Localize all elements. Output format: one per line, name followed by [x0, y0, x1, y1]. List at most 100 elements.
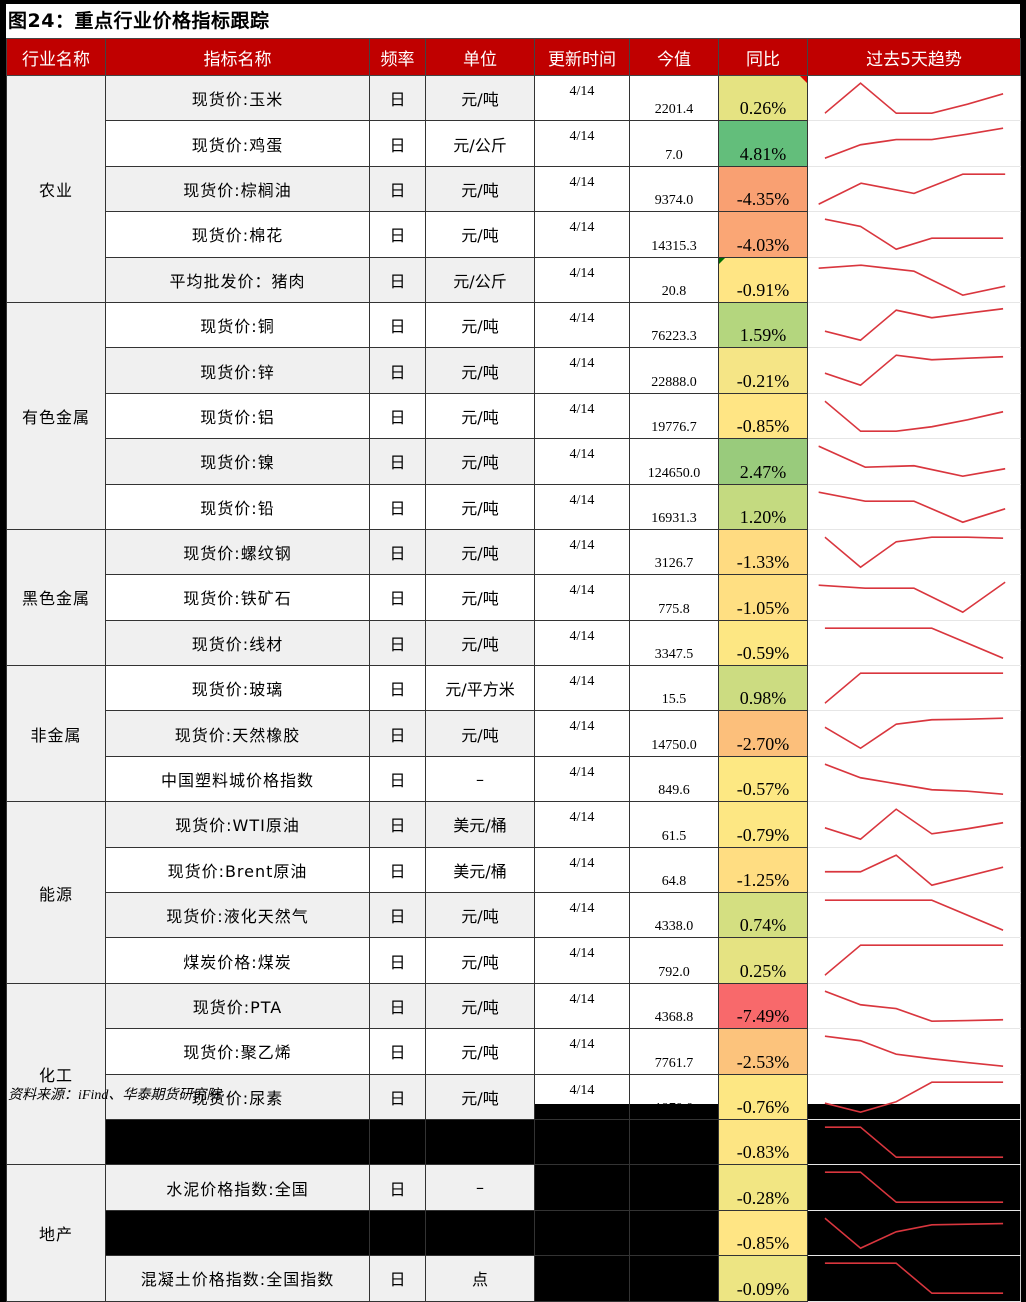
update-time-cell: 4/14 — [534, 1073, 630, 1120]
frequency-cell: 日 — [369, 392, 426, 440]
sparkline-chart — [824, 990, 1004, 1022]
yoy-value: -1.33% — [736, 552, 790, 573]
frequency-cell: 日 — [369, 438, 426, 485]
yoy-cell: -0.57% — [718, 755, 808, 803]
frequency-cell: 日 — [369, 74, 426, 122]
sparkline-cell — [807, 120, 1021, 167]
indicator-name-cell: 现货价:镍 — [105, 438, 370, 485]
frequency-cell: 日 — [369, 755, 426, 803]
update-time-cell: 4/14 — [534, 846, 630, 894]
table-row: 现货价:Brent原油日美元/桶 4/14 64.8 -1.25% — [7, 846, 1021, 894]
frequency-cell: 日 — [369, 1118, 426, 1166]
sparkline-chart — [824, 127, 1004, 160]
indicator-name-cell: 现货价:螺纹钢 — [105, 528, 370, 576]
unit-cell: 元/吨 — [425, 574, 535, 621]
yoy-value: 2.47% — [739, 461, 787, 482]
unit-cell: 元/公斤 — [425, 120, 535, 167]
update-time-cell: 4/14 — [534, 528, 630, 576]
unit-cell: 元/吨 — [425, 301, 535, 349]
table-row: 能源 现货价:WTI原油日美元/桶 4/14 61.5 -0.79% — [6, 801, 1021, 984]
update-time-cell: 4/14 — [534, 574, 630, 621]
frequency-cell: 日 — [369, 574, 426, 621]
update-time-cell: 4/14 — [534, 211, 630, 258]
update-time-cell: 4/14 — [534, 801, 630, 848]
indicator-name-cell: 建材综合指数 — [105, 1209, 370, 1257]
unit-cell: – — [425, 1164, 535, 1211]
table-row: 现货价:锌日元/吨 4/14 22888.0 -0.21% — [7, 347, 1021, 394]
unit-cell: 元/吨 — [425, 165, 535, 213]
sparkline-chart — [824, 808, 1004, 841]
sparkline-cell — [807, 165, 1021, 213]
update-time-cell: 4/14 — [534, 347, 630, 394]
industry-cell: 农业 — [6, 75, 106, 303]
yoy-value: -1.25% — [736, 870, 790, 891]
yoy-cell: -0.79% — [718, 801, 808, 848]
table-body: 农业 现货价:玉米日元/吨 4/14 2201.4 0.26% 现货价:鸡蛋日元/公斤 4/… — [6, 74, 1021, 1302]
frequency-cell: 日 — [369, 1209, 426, 1257]
indicator-name-cell: 现货价:锌 — [105, 347, 370, 394]
current-value-cell: 76223.3 — [629, 301, 719, 349]
sparkline-cell — [807, 528, 1021, 576]
sparkline-chart — [824, 1035, 1004, 1068]
table-row: 现货价:聚乙烯日元/吨 4/14 7761.7 -2.53% — [7, 1028, 1021, 1075]
yoy-cell: 1.59% — [718, 301, 808, 349]
table-row: 农业 现货价:玉米日元/吨 4/14 2201.4 0.26% — [6, 74, 1021, 303]
sparkline-chart — [824, 1262, 1004, 1295]
frequency-cell: 日 — [369, 710, 426, 757]
unit-cell: 元/吨 — [425, 1028, 535, 1075]
sparkline-chart — [824, 853, 1004, 886]
current-value-cell: 124650.0 — [629, 438, 719, 485]
indicator-name-cell: 现货价:棉花 — [105, 211, 370, 258]
update-time-cell: 4/14 — [534, 1164, 630, 1211]
update-time-cell: 4/14 — [534, 1028, 630, 1075]
frequency-cell: 日 — [369, 937, 426, 984]
table-row: 现货价:铝日元/吨 4/14 19776.7 -0.85% — [7, 392, 1021, 440]
sparkline-cell — [807, 211, 1021, 258]
update-time-cell: 4/14 — [534, 392, 630, 440]
sparkline-cell — [807, 1028, 1021, 1075]
indicator-name-cell: 混凝土价格指数:全国指数 — [105, 1255, 370, 1302]
sparkline-cell — [807, 347, 1021, 394]
yoy-value: 4.81% — [739, 143, 787, 164]
current-value-cell: 9374.0 — [629, 165, 719, 213]
sparkline-cell — [807, 1118, 1021, 1166]
sparkline-chart — [818, 490, 1006, 523]
indicator-name-cell: 水泥价格指数:全国 — [105, 1164, 370, 1211]
yoy-cell: -0.09% — [718, 1255, 808, 1302]
sparkline-chart — [818, 263, 1006, 296]
table-row: 煤炭价格:煤炭日元/吨 4/14 792.0 0.25% — [7, 937, 1021, 984]
indicator-name-cell: 现货价:线材 — [105, 619, 370, 667]
unit-cell: 元/吨 — [425, 347, 535, 394]
sparkline-chart — [824, 672, 1004, 704]
unit-cell: 点 — [425, 1209, 535, 1257]
unit-cell: 元/吨 — [425, 710, 535, 757]
yoy-cell: -0.85% — [718, 1209, 808, 1257]
table-row: 黑色金属 现货价:螺纹钢日元/吨 4/14 3126.7 -1.33% — [6, 528, 1021, 667]
unit-cell: 元/公斤 — [425, 256, 535, 303]
unit-cell: 元/吨 — [425, 1073, 535, 1120]
yoy-value: -4.35% — [736, 189, 790, 210]
industry-cell: 黑色金属 — [6, 528, 106, 667]
price-indicator-table: 行业名称 指标名称 频率 单位 更新时间 今值 同比 过去5天趋势 农业 现货价:… — [6, 38, 1021, 1302]
sparkline-cell — [807, 483, 1021, 530]
frequency-cell: 日 — [369, 665, 426, 712]
current-value-cell: 150.4 — [629, 1164, 719, 1211]
sparkline-chart — [824, 1080, 1004, 1113]
sparkline-cell — [807, 1073, 1021, 1120]
indicator-name-cell: 现货价:鸡蛋 — [105, 120, 370, 167]
table-row: 现货价:线材日元/吨 4/14 3347.5 -0.59% — [7, 619, 1021, 667]
sparkline-cell — [807, 301, 1021, 349]
sparkline-cell — [807, 846, 1021, 894]
sparkline-chart — [824, 763, 1004, 795]
header-indicator: 指标名称 — [105, 38, 370, 76]
indicator-name-cell: 现货价:铅 — [105, 483, 370, 530]
update-time-cell: 4/14 — [534, 619, 630, 667]
current-value-cell: 3347.5 — [629, 619, 719, 667]
table-row: 现货价:纯碱日元/吨 4/14 1502.5 -0.83% — [7, 1118, 1021, 1166]
yoy-value: -0.85% — [736, 1233, 790, 1254]
indicator-name-cell: 现货价:Brent原油 — [105, 846, 370, 894]
update-time-cell: 4/14 — [534, 665, 630, 712]
unit-cell: 元/吨 — [425, 1118, 535, 1166]
frequency-cell: 日 — [369, 846, 426, 894]
update-time-cell: 4/14 — [534, 1209, 630, 1257]
